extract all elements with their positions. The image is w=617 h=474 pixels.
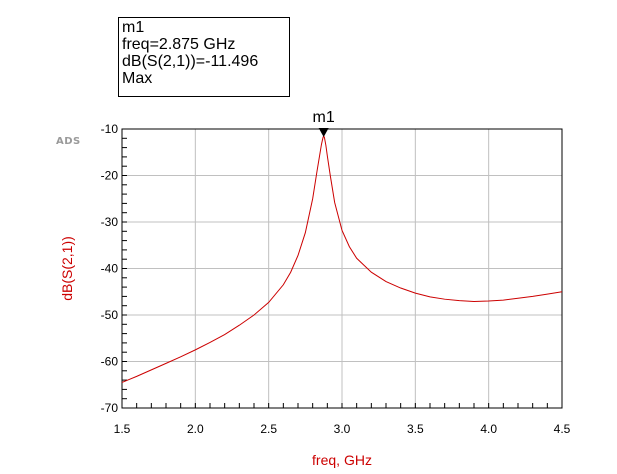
y-tick-label: -10	[101, 122, 119, 136]
x-tick-label: 2.5	[260, 422, 277, 436]
y-tick-labels: -10 -20 -30 -40 -50 -60 -70	[101, 122, 119, 415]
marker-m1-triangle[interactable]	[318, 128, 329, 137]
marker-type: Max	[122, 70, 153, 87]
x-tick-label: 4.0	[480, 422, 497, 436]
marker-readout-box[interactable]: m1 freq=2.875 GHz dB(S(2,1))=-11.496 Max	[118, 17, 290, 97]
x-tick-label: 4.5	[554, 422, 571, 436]
ads-logo: ADS	[56, 136, 81, 147]
s21-trace-line	[121, 134, 563, 383]
y-tick-label: -20	[101, 169, 119, 183]
marker-name: m1	[122, 19, 145, 36]
x-tick-label: 2.0	[187, 422, 204, 436]
marker-freq: freq=2.875 GHz	[122, 36, 236, 53]
y-axis-label: dB(S(2,1))	[59, 236, 75, 301]
marker-value: dB(S(2,1))=-11.496	[122, 53, 259, 70]
y-tick-label: -50	[101, 308, 119, 322]
y-tick-label: -70	[101, 401, 119, 415]
x-tick-label: 3.0	[334, 422, 351, 436]
x-tick-label: 1.5	[114, 422, 131, 436]
y-tick-label: -30	[101, 215, 119, 229]
y-tick-label: -40	[101, 262, 119, 276]
x-tick-labels: 1.5 2.0 2.5 3.0 3.5 4.0 4.5	[114, 422, 571, 436]
x-tick-label: 3.5	[407, 422, 424, 436]
marker-m1-label: m1	[313, 109, 335, 126]
y-tick-label: -60	[101, 355, 119, 369]
x-axis-label: freq, GHz	[312, 452, 372, 468]
plot-frame	[121, 128, 563, 409]
grid-lines	[121, 128, 563, 409]
